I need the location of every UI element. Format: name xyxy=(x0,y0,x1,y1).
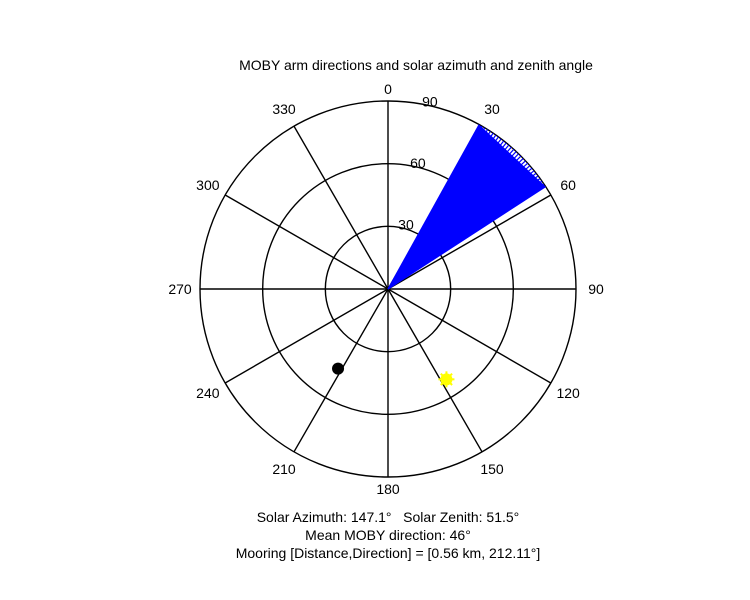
spoke-120 xyxy=(387,288,552,384)
markers xyxy=(332,362,455,388)
mooring-marker xyxy=(332,362,345,375)
sun-ray-7 xyxy=(445,372,453,381)
angle-tick-label-60: 60 xyxy=(560,177,576,193)
polar-grid xyxy=(199,100,577,478)
footer-line-mean-direction: Mean MOBY direction: 46° xyxy=(305,527,471,543)
angle-tick-label-30: 30 xyxy=(484,101,500,117)
angle-tick-label-0: 0 xyxy=(384,81,392,97)
angle-tick-label-180: 180 xyxy=(376,481,400,497)
footer-line-mooring: Mooring [Distance,Direction] = [0.56 km,… xyxy=(236,545,541,561)
angle-tick-label-150: 150 xyxy=(480,461,504,477)
angle-tick-label-330: 330 xyxy=(272,101,296,117)
tick-labels: 0 30 60 90 120 150 180 210 240 270 300 330 30 60 90 xyxy=(168,81,604,497)
spoke-330 xyxy=(293,125,389,290)
footer-line-solar: Solar Azimuth: 147.1° Solar Zenith: 51.5… xyxy=(257,509,520,525)
chart-title: MOBY arm directions and solar azimuth an… xyxy=(239,57,593,73)
angle-tick-label-120: 120 xyxy=(556,385,580,401)
arm-direction-fan xyxy=(387,124,546,290)
angle-tick-label-210: 210 xyxy=(272,461,296,477)
arm-direction-line-28 xyxy=(387,186,546,290)
angle-tick-label-240: 240 xyxy=(196,385,220,401)
angle-tick-label-300: 300 xyxy=(196,177,220,193)
radial-tick-label-90: 90 xyxy=(422,93,438,109)
radial-tick-label-60: 60 xyxy=(410,155,426,171)
spoke-240 xyxy=(224,288,389,384)
spoke-300 xyxy=(224,194,389,290)
radial-tick-label-30: 30 xyxy=(398,216,414,232)
ring-90 xyxy=(199,100,577,478)
ring-60 xyxy=(261,162,515,416)
ring-30 xyxy=(324,225,452,353)
angle-tick-label-270: 270 xyxy=(168,281,192,297)
angle-tick-label-90: 90 xyxy=(588,281,604,297)
spoke-60 xyxy=(387,194,552,290)
spoke-150 xyxy=(387,288,483,453)
